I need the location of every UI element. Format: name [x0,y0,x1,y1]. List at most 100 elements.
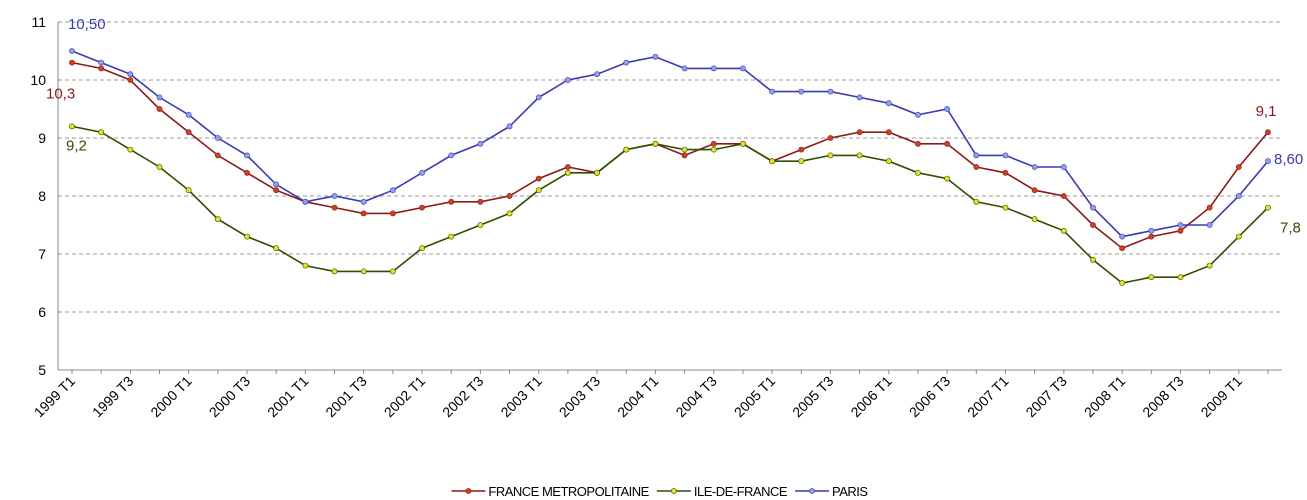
data-point [419,245,425,252]
data-point [565,164,571,170]
data-point [156,94,163,101]
data-point [769,158,775,165]
data-point [1177,274,1184,281]
x-tick-label: 2006 T1 [847,373,895,421]
data-point [1031,164,1038,170]
data-point [1002,169,1009,176]
data-point [1148,274,1155,281]
data-point [127,146,134,153]
data-point [448,152,455,159]
data-point [973,198,980,205]
data-point [535,175,542,182]
data-point [1235,233,1242,240]
data-point [127,77,134,83]
data-point [915,140,921,147]
data-point [1265,204,1271,211]
data-point [389,187,396,194]
data-point [1206,262,1213,269]
data-point [69,59,75,66]
data-point [710,146,717,153]
data-point [973,164,980,170]
data-point [214,216,221,223]
data-point [477,222,484,228]
data-point [885,129,892,136]
data-point [798,158,805,165]
y-tick-label: 8 [38,188,46,204]
data-point [360,210,367,217]
data-point [98,129,105,136]
data-point [302,262,309,269]
data-point [156,164,163,170]
data-point [244,233,250,240]
data-point [506,123,513,130]
data-point [740,140,746,147]
y-tick-label: 6 [38,304,46,320]
data-point [1148,233,1155,240]
y-tick-label: 5 [38,362,46,378]
data-point [535,187,542,194]
legend-marker [465,488,472,494]
data-point [885,158,892,165]
y-tick-label: 11 [31,14,46,30]
data-point [944,175,951,182]
x-tick-label: 2005 T3 [789,373,837,421]
data-point [827,135,834,141]
data-label: 10,3 [46,86,75,103]
data-point [185,187,192,194]
data-point [331,193,338,199]
data-point [1206,222,1213,228]
data-point [419,169,425,176]
data-point [98,65,105,72]
data-point [156,106,163,112]
data-point [1206,204,1213,211]
legend-label: ILE-DE-FRANCE [694,484,788,499]
data-point [389,210,396,217]
data-label: 7,8 [1280,220,1301,237]
data-point [273,245,280,252]
series-line [71,50,1269,238]
x-tick-label: 2008 T1 [1081,373,1129,421]
x-tick-label: 2002 T3 [439,373,487,421]
data-point [1235,193,1242,199]
data-point [623,146,630,153]
x-tick-label: 2004 T1 [614,373,662,421]
x-tick-label: 2001 T3 [322,373,370,421]
data-point [1002,204,1009,211]
data-point [448,233,455,240]
data-point [798,88,805,95]
data-point [944,140,951,147]
y-tick-label: 9 [38,130,46,146]
data-point [915,111,921,118]
data-point [1119,280,1126,286]
data-point [1090,204,1096,211]
x-tick-label: 2009 T1 [1197,373,1245,421]
data-point [69,123,75,130]
legend-marker [670,488,677,494]
x-tick-label: 2006 T3 [906,373,954,421]
x-tick-label: 2007 T1 [964,373,1012,421]
legend-label: PARIS [832,484,868,499]
x-tick-label: 2004 T3 [672,373,720,421]
data-point [856,129,863,136]
data-point [389,268,396,275]
data-point [915,169,921,176]
data-point [1177,222,1184,228]
data-point [1060,227,1067,234]
data-point [448,198,455,205]
data-point [710,65,717,72]
data-point [1031,187,1038,194]
data-point [331,268,338,275]
data-point [331,204,338,211]
data-point [214,135,221,141]
data-point [1119,233,1126,240]
data-point [1090,256,1096,263]
data-point [98,59,105,66]
x-tick-label: 2005 T1 [731,373,779,421]
data-point [885,100,892,107]
data-point [769,88,775,95]
data-point [1031,216,1038,223]
data-point [1265,158,1271,165]
data-point [1060,164,1067,170]
data-point [1235,164,1242,170]
